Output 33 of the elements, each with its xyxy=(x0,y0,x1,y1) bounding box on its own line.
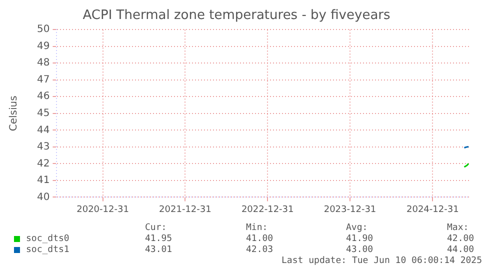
x-tick-label: 2022-12-31 xyxy=(241,204,294,215)
y-tick-label: 43 xyxy=(36,142,50,153)
y-tick-label: 44 xyxy=(36,124,50,136)
text: 42.00 xyxy=(447,234,474,245)
legend-label: soc_dts1 xyxy=(26,245,70,256)
text: 43.00 xyxy=(346,245,374,256)
chart-title: ACPI Thermal zone temperatures - by fiveyears xyxy=(82,8,390,24)
y-axis-title: Celsius xyxy=(8,96,20,132)
text: 42.03 xyxy=(246,245,274,256)
y-tick-label: 40 xyxy=(36,192,50,203)
text: Min: xyxy=(246,223,268,234)
y-tick-label: 47 xyxy=(36,74,50,86)
legend-label: soc_dts0 xyxy=(26,234,70,245)
y-tick-label: 41 xyxy=(36,175,50,186)
text: 41.90 xyxy=(346,234,374,245)
text: Max: xyxy=(447,223,469,234)
y-tick-label: 45 xyxy=(36,108,50,119)
text: 41.00 xyxy=(246,234,274,245)
text: 41.95 xyxy=(145,234,172,245)
text: Avg: xyxy=(346,223,368,234)
x-tick-label: 2020-12-31 xyxy=(76,204,129,215)
y-tick-label: 48 xyxy=(36,58,50,69)
text: 44.00 xyxy=(447,245,474,256)
y-tick-label: 46 xyxy=(36,91,50,102)
text: Cur: xyxy=(145,223,167,234)
x-tick-label: 2024-12-31 xyxy=(406,204,459,215)
y-tick-label: 49 xyxy=(36,40,50,52)
x-tick-label: 2023-12-31 xyxy=(324,204,376,215)
text: 43.01 xyxy=(145,245,172,256)
y-tick-label: 50 xyxy=(36,24,50,36)
text: Last update: Tue Jun 10 06:00:14 2025 xyxy=(282,256,482,267)
x-tick-label: 2021-12-31 xyxy=(159,204,212,215)
y-tick-label: 42 xyxy=(36,158,50,170)
